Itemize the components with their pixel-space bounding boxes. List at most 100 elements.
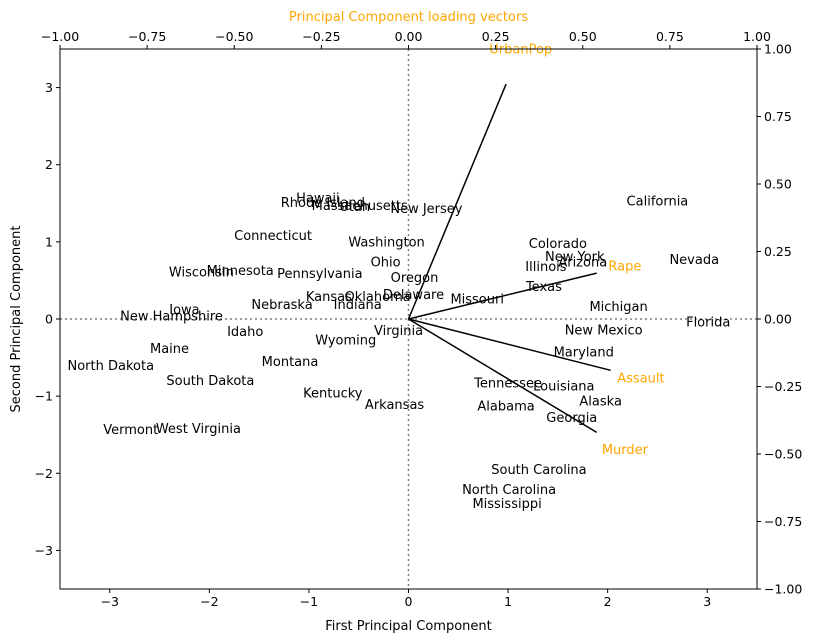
right-tick-label: 0.25 [764, 244, 792, 259]
state-label: Georgia [546, 411, 597, 426]
state-label: Illinois [525, 260, 566, 275]
loading-vector-urbanpop [407, 83, 507, 320]
state-label: Florida [686, 316, 730, 331]
state-label: Pennsylvania [277, 267, 362, 282]
state-label: Nevada [669, 253, 719, 268]
state-label: Arkansas [365, 398, 424, 413]
x-tick-label: −2 [200, 594, 218, 609]
right-tick-label: −0.75 [764, 514, 802, 529]
state-label: Montana [262, 355, 319, 370]
state-label: Alaska [579, 394, 622, 409]
loading-vector-assault [408, 318, 611, 372]
state-label: New Mexico [565, 323, 643, 338]
loading-label: Assault [617, 371, 664, 386]
loading-labels: Murder Assault UrbanPop Rape [489, 42, 664, 458]
state-label: South Carolina [491, 463, 586, 478]
state-label: Alabama [477, 400, 534, 415]
loading-label: Murder [602, 443, 649, 458]
state-label: Michigan [589, 300, 647, 315]
state-label: Louisiana [533, 380, 594, 395]
y-tick-label: 0 [45, 312, 53, 327]
top-tick-label: 0.25 [482, 29, 510, 44]
y-axis-left: −3 −2 −1 0 1 2 3 [35, 80, 60, 558]
state-label: Virginia [374, 324, 423, 339]
state-label: Minnesota [207, 264, 274, 279]
state-label: Utah [339, 200, 370, 215]
y-axis-label: Second Principal Component [9, 226, 24, 413]
top-tick-label: 0.75 [656, 29, 684, 44]
state-label: Arizona [558, 255, 607, 270]
y-tick-label: 1 [45, 234, 53, 249]
state-label: New York [545, 250, 605, 265]
state-label: Maryland [554, 346, 614, 361]
loading-vector-rape [408, 272, 597, 320]
loading-vectors [407, 83, 611, 434]
state-label: New Jersey [390, 202, 462, 217]
top-tick-label: −1.00 [41, 29, 79, 44]
plot-frame [59, 48, 758, 590]
top-tick-label: −0.50 [215, 29, 253, 44]
state-label: California [627, 194, 689, 209]
x-tick-label: −1 [300, 594, 318, 609]
right-tick-label: 0.50 [764, 177, 792, 192]
state-label: Iowa [169, 303, 199, 318]
state-label: New Hampshire [120, 309, 223, 324]
loading-vector-murder [408, 318, 598, 434]
state-label: Missouri [450, 292, 504, 307]
x-tick-label: −3 [101, 594, 119, 609]
state-label: Mississippi [472, 497, 541, 512]
state-label: Tennessee [473, 377, 542, 392]
top-tick-label: −0.75 [128, 29, 166, 44]
top-tick-label: 1.00 [743, 29, 771, 44]
state-label: Massachusetts [312, 199, 408, 214]
state-label: Hawaii [296, 191, 340, 206]
x-tick-label: 0 [405, 594, 413, 609]
x-axis-top: −1.00 −0.75 −0.50 −0.25 0.00 0.25 0.50 0.75 1.00 [41, 29, 771, 49]
right-tick-label: 1.00 [764, 42, 792, 57]
y-tick-label: −2 [35, 466, 53, 481]
state-label: Texas [525, 280, 562, 295]
x-tick-label: 3 [703, 594, 711, 609]
top-tick-label: −0.25 [302, 29, 340, 44]
state-label: Indiana [334, 298, 382, 313]
state-label: Kentucky [303, 387, 363, 402]
loading-label: Rape [608, 260, 641, 275]
x-tick-label: 1 [504, 594, 512, 609]
x-axis-label: First Principal Component [325, 619, 492, 634]
state-label: North Dakota [68, 359, 155, 374]
top-tick-label: 0.50 [569, 29, 597, 44]
state-label: Colorado [529, 237, 587, 252]
state-label: Connecticut [234, 229, 312, 244]
state-labels: Alabama Alaska Arizona Arkansas California Co… [68, 191, 731, 511]
top-axis-label: Principal Component loading vectors [289, 10, 528, 25]
state-label: Wisconsin [169, 265, 234, 280]
y-tick-label: −3 [35, 543, 53, 558]
top-tick-label: 0.00 [395, 29, 423, 44]
state-label: Ohio [371, 255, 401, 270]
state-label: West Virginia [156, 422, 241, 437]
state-label: Vermont [103, 423, 158, 438]
loading-label: UrbanPop [489, 42, 552, 57]
state-label: Idaho [227, 325, 263, 340]
right-tick-label: −0.50 [764, 447, 802, 462]
y-tick-label: −1 [35, 389, 53, 404]
right-tick-label: −0.25 [764, 379, 802, 394]
right-tick-label: 0.00 [764, 312, 792, 327]
y-tick-label: 3 [45, 80, 53, 95]
y-tick-label: 2 [45, 157, 53, 172]
state-label: Rhode Island [281, 196, 365, 211]
right-tick-label: 0.75 [764, 109, 792, 124]
state-label: North Carolina [462, 483, 556, 498]
state-label: Kansas [306, 290, 352, 305]
state-label: Washington [348, 235, 424, 250]
state-label: Nebraska [251, 298, 312, 313]
state-label: South Dakota [166, 374, 254, 389]
state-label: Wyoming [315, 333, 376, 348]
state-label: Oregon [391, 271, 439, 286]
state-label: Delaware [383, 288, 444, 303]
state-label: Oklahoma [345, 290, 411, 305]
y-axis-right: −1.00 −0.75 −0.50 −0.25 0.00 0.25 0.50 0.75 1.00 [757, 42, 802, 597]
x-tick-label: 2 [604, 594, 612, 609]
